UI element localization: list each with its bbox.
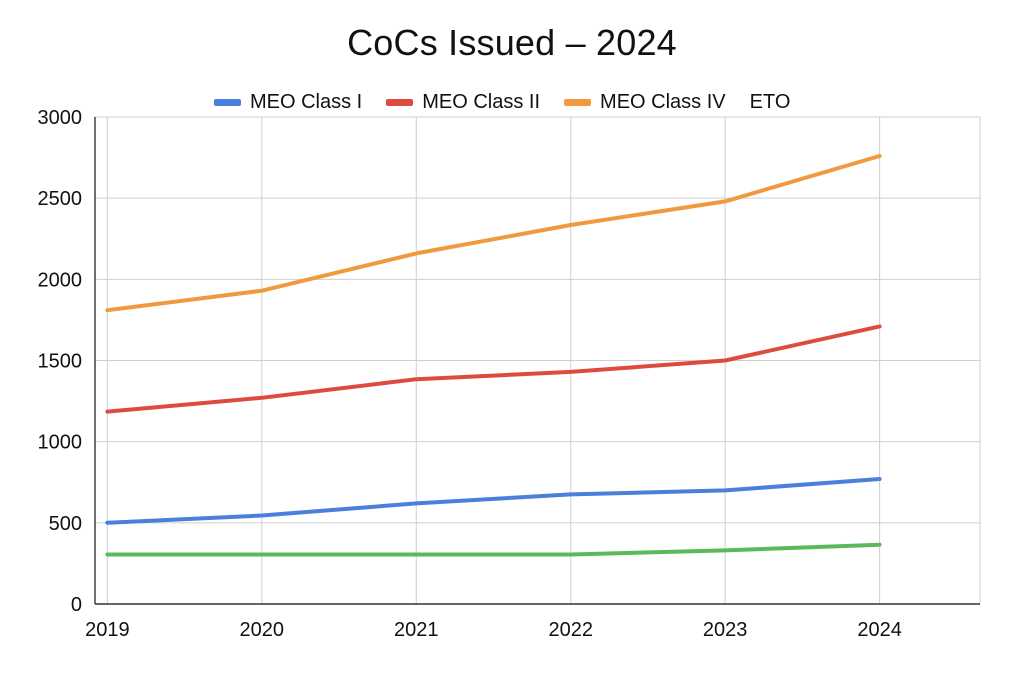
y-tick-label-500: 500	[49, 513, 82, 535]
legend-label-meo-class-iv: MEO Class IV	[600, 90, 726, 113]
x-tick-label-2019: 2019	[85, 619, 130, 641]
legend: MEO Class I MEO Class II MEO Class IV ET…	[214, 90, 814, 114]
y-tick-label-3000: 3000	[38, 107, 83, 129]
legend-label-meo-class-i: MEO Class I	[250, 90, 363, 113]
series-line-meo-class-ii	[105, 324, 882, 414]
series-line-meo-class-iv	[105, 154, 882, 313]
y-tick-label-1000: 1000	[38, 432, 83, 454]
x-tick-label-2020: 2020	[240, 619, 285, 641]
legend-item-meo-class-iv[interactable]: MEO Class IV	[564, 91, 726, 114]
legend-item-meo-class-i[interactable]: MEO Class I	[214, 91, 362, 114]
x-tick-label-2023: 2023	[703, 619, 748, 641]
x-tick-label-2022: 2022	[548, 619, 593, 641]
series-line-meo-class-i	[105, 477, 882, 525]
legend-swatch-meo-class-ii	[386, 98, 414, 106]
x-tick-label-2021: 2021	[394, 619, 439, 641]
y-tick-label-1500: 1500	[38, 351, 83, 373]
y-tick-label-0: 0	[71, 594, 82, 616]
chart-title: CoCs Issued – 2024	[347, 22, 677, 63]
legend-swatch-meo-class-iv	[564, 98, 592, 106]
x-tick-label-2024: 2024	[857, 619, 902, 641]
legend-item-eto[interactable]: ETO	[750, 91, 791, 114]
series-line-eto	[105, 542, 882, 557]
legend-label-meo-class-ii: MEO Class II	[422, 90, 541, 113]
legend-swatch-meo-class-i	[214, 98, 241, 106]
y-tick-label-2500: 2500	[38, 188, 83, 210]
legend-item-meo-class-ii[interactable]: MEO Class II	[386, 91, 540, 114]
legend-label-eto: ETO	[749, 90, 791, 113]
y-tick-label-2000: 2000	[38, 269, 83, 291]
